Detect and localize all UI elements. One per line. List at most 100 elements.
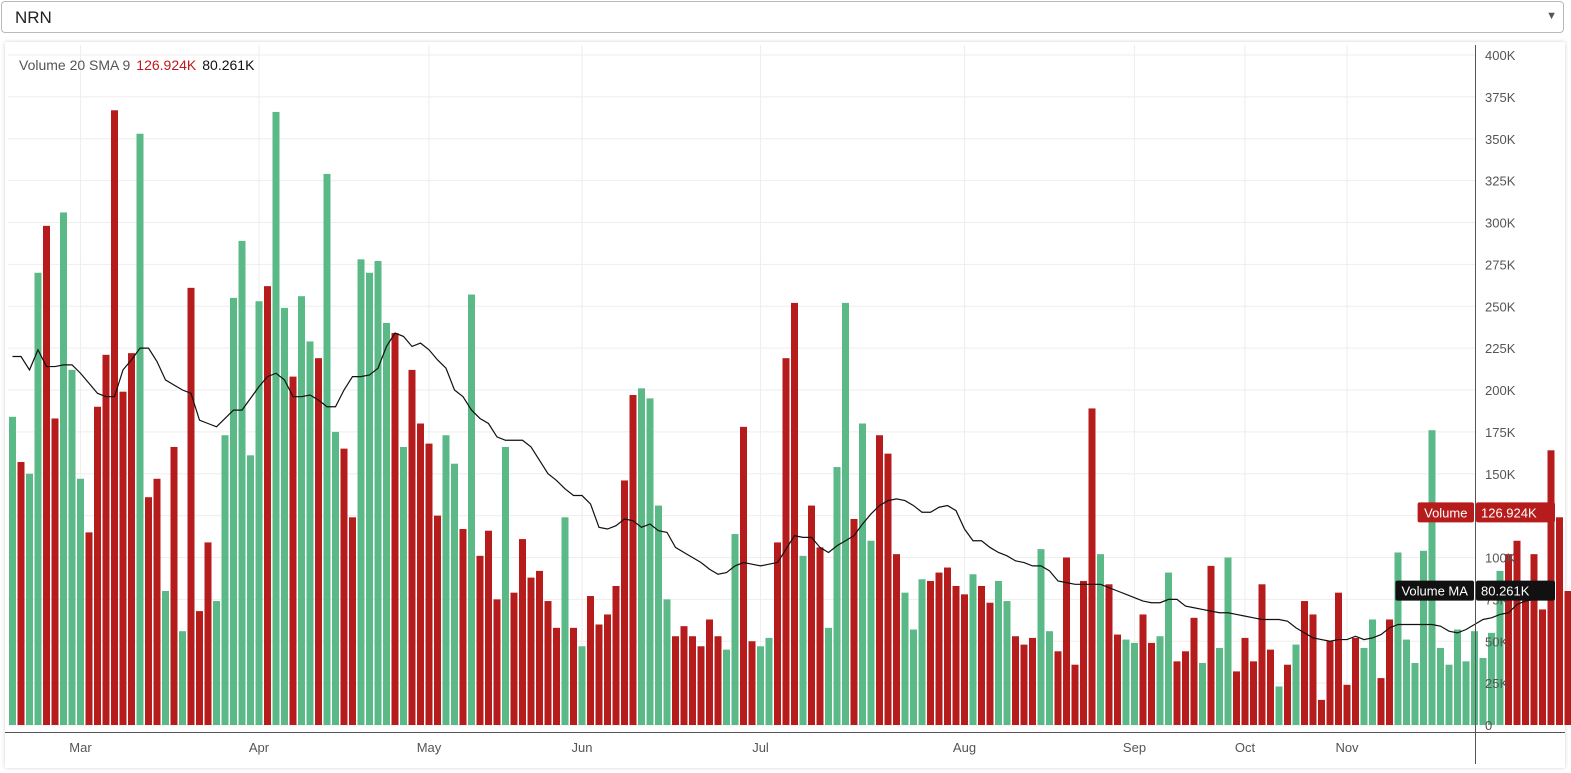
volume-bar xyxy=(561,517,569,725)
volume-bar xyxy=(1479,658,1487,725)
volume-bar xyxy=(476,555,484,725)
volume-tag-value-bg xyxy=(1476,502,1555,523)
volume-ma-tag-value-bg xyxy=(1476,580,1555,601)
volume-bar xyxy=(1250,661,1257,725)
volume-bar xyxy=(1258,584,1266,725)
volume-bar xyxy=(408,369,416,725)
volume-bar xyxy=(1224,557,1232,725)
volume-bar xyxy=(536,570,543,725)
volume-bar xyxy=(825,627,832,725)
volume-bar xyxy=(1003,601,1011,725)
volume-bar xyxy=(1530,554,1538,725)
y-tick-label: 400K xyxy=(1485,48,1516,63)
volume-bar xyxy=(1411,663,1419,725)
volume-bar xyxy=(527,577,535,725)
volume-bar xyxy=(604,614,611,725)
volume-bar xyxy=(1267,649,1274,726)
y-tick-label: 25K xyxy=(1485,676,1508,691)
volume-ma-tag-value: 80.261K xyxy=(1481,584,1530,599)
volume-bar xyxy=(502,446,509,725)
volume-bar xyxy=(306,341,314,725)
legend-ma-value: 80.261K xyxy=(202,57,255,73)
volume-bar xyxy=(468,294,475,725)
volume-bar xyxy=(544,601,552,725)
volume-bar xyxy=(272,111,280,725)
volume-bar xyxy=(910,629,917,725)
volume-bar xyxy=(808,505,815,725)
symbol-select[interactable]: NRN ▼ xyxy=(1,1,1564,33)
volume-bar xyxy=(1309,614,1317,725)
volume-bar xyxy=(927,580,934,725)
volume-bar xyxy=(1080,580,1087,725)
volume-ma-tag-label: Volume MA xyxy=(1401,584,1468,599)
volume-bar xyxy=(179,631,186,725)
volume-bar xyxy=(323,173,331,726)
y-tick-label: 375K xyxy=(1485,90,1516,105)
volume-bar xyxy=(94,406,101,725)
volume-bar xyxy=(281,307,288,725)
volume-bar xyxy=(459,529,467,725)
y-tick-label: 200K xyxy=(1485,383,1516,398)
volume-bar xyxy=(918,579,926,725)
y-tick-label: 100K xyxy=(1485,551,1516,566)
volume-tag-label: Volume xyxy=(1424,505,1467,520)
volume-bar xyxy=(162,591,169,725)
volume-bar xyxy=(952,585,960,725)
volume-bar xyxy=(417,423,424,725)
x-tick-label: Jun xyxy=(572,740,593,755)
volume-bar xyxy=(1071,664,1079,725)
volume-bar xyxy=(136,133,144,726)
volume-bar xyxy=(1241,637,1249,725)
volume-bar xyxy=(1386,619,1393,725)
volume-bar xyxy=(60,212,67,725)
volume-bar xyxy=(255,301,263,725)
y-tick-label: 0 xyxy=(1485,718,1492,733)
volume-bar xyxy=(119,391,127,725)
volume-bar xyxy=(1233,671,1240,725)
volume-bar xyxy=(400,446,407,725)
volume-bar xyxy=(1352,637,1359,725)
y-tick-label: 325K xyxy=(1485,174,1516,189)
volume-bar xyxy=(1097,554,1104,725)
symbol-select-value: NRN xyxy=(15,8,52,27)
volume-bar xyxy=(765,637,773,725)
volume-bar xyxy=(510,592,518,725)
volume-bar xyxy=(570,627,577,725)
volume-bar xyxy=(391,333,399,725)
y-tick-label: 175K xyxy=(1485,425,1516,440)
chevron-down-icon[interactable]: ▼ xyxy=(1546,10,1557,22)
legend-label: Volume 20 SMA 9 xyxy=(19,57,131,73)
volume-bar xyxy=(1275,686,1283,725)
volume-bar xyxy=(995,580,1002,725)
volume-bar xyxy=(442,435,450,725)
volume-bar xyxy=(859,423,866,725)
volume-bar xyxy=(714,636,722,725)
volume-bar xyxy=(978,585,985,725)
volume-bar xyxy=(1284,664,1291,725)
volume-bar xyxy=(1199,663,1206,725)
volume-bar xyxy=(1122,639,1130,725)
volume-bar xyxy=(876,435,883,725)
volume-bar xyxy=(638,388,645,725)
volume-bar xyxy=(706,619,713,725)
volume-bar xyxy=(374,261,382,725)
volume-bar xyxy=(969,574,977,725)
volume-bar xyxy=(1428,430,1436,725)
y-tick-label: 250K xyxy=(1485,299,1516,314)
volume-bar xyxy=(170,446,178,725)
volume-tag-label-bg xyxy=(1417,502,1474,523)
chart-legend: Volume 20 SMA 9 126.924K 80.261K xyxy=(19,57,254,73)
volume-bar xyxy=(595,624,603,725)
volume-bar xyxy=(221,435,229,725)
x-tick-label: Mar xyxy=(69,740,92,755)
x-tick-label: Nov xyxy=(1335,740,1359,755)
volume-bar xyxy=(77,478,84,725)
volume-bar xyxy=(1156,636,1164,725)
volume-bar xyxy=(1037,549,1045,726)
volume-bar xyxy=(697,646,705,725)
volume-bar xyxy=(1343,684,1351,725)
volume-bar xyxy=(782,358,790,725)
volume-bar xyxy=(1556,517,1563,725)
volume-bar xyxy=(791,302,798,725)
